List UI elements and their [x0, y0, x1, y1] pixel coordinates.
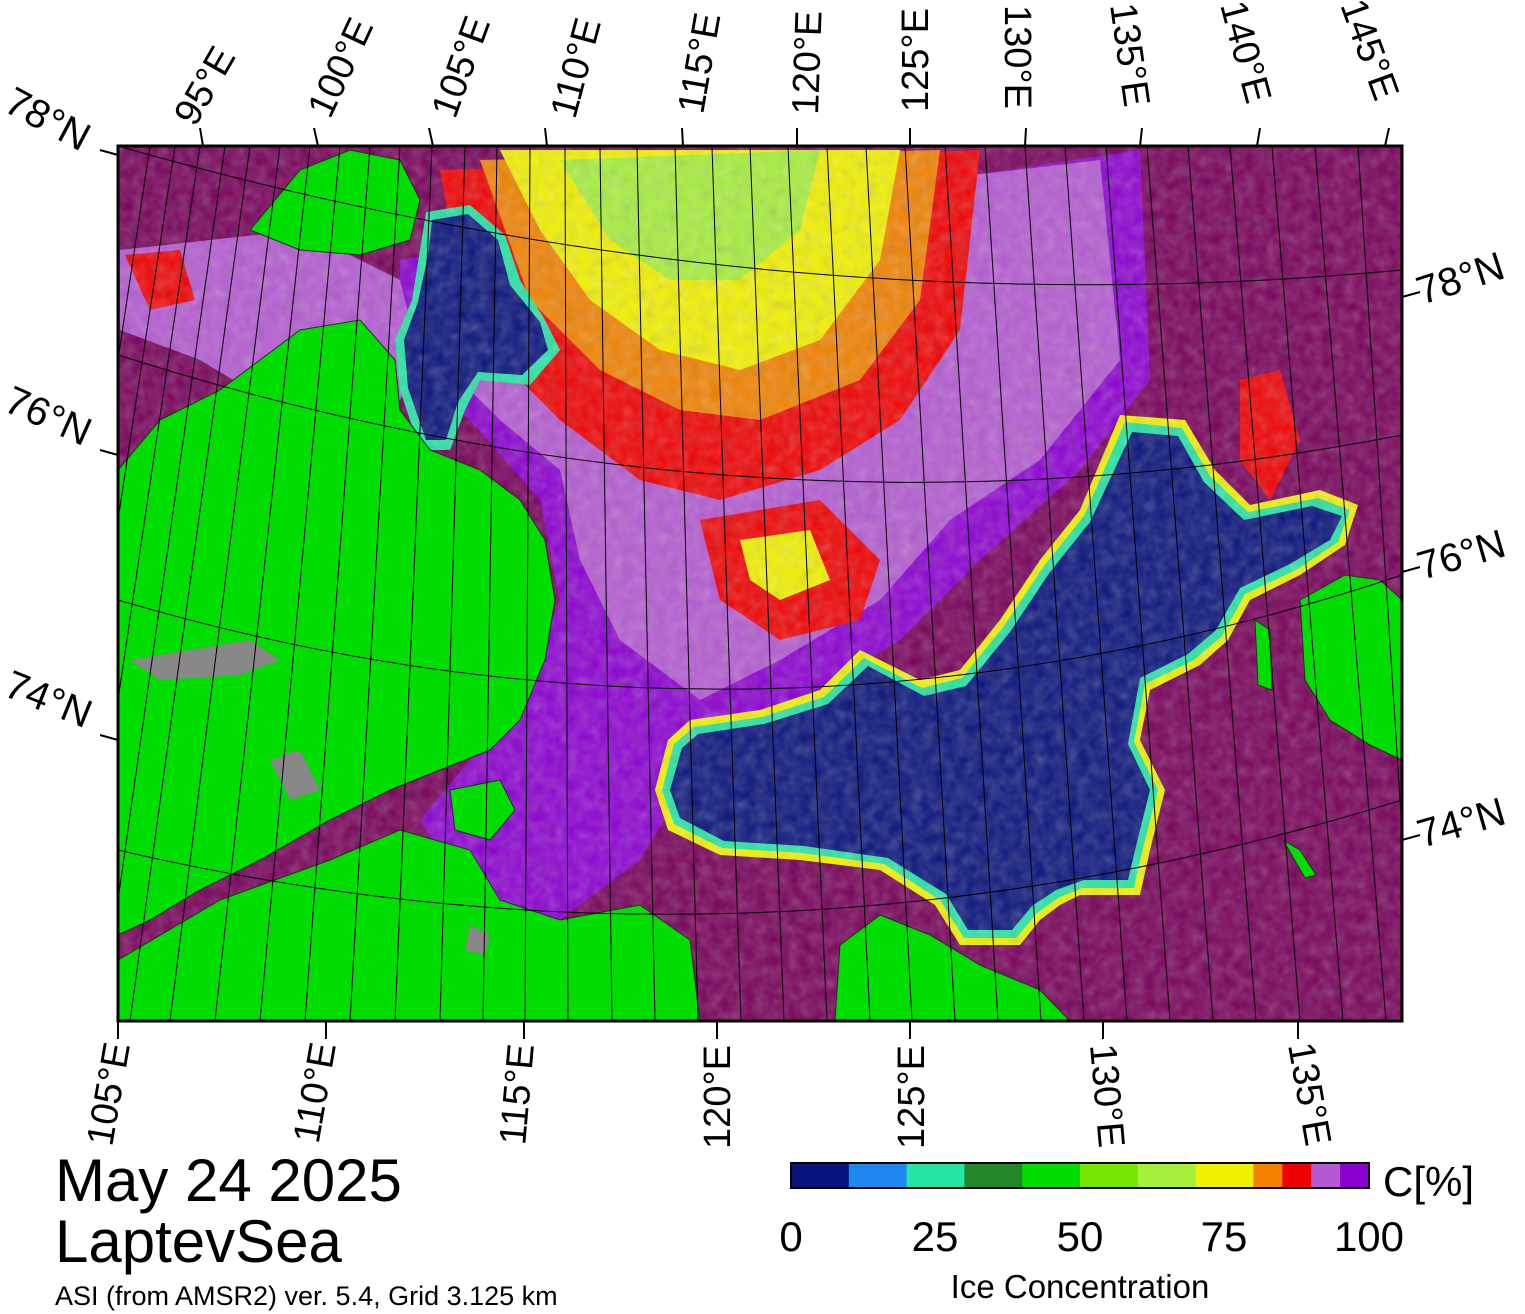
top-lon-label: 145°E	[1332, 0, 1407, 106]
bottom-lon-label: 125°E	[891, 1045, 933, 1149]
land-ice-patch-2	[270, 750, 320, 800]
colorbar-bin	[906, 1163, 965, 1188]
left-lat-label: 74°N	[0, 663, 98, 737]
top-lon-label: 95°E	[166, 40, 244, 133]
land-new-siberian-islands	[1299, 574, 1402, 761]
colorbar-tick-label: 25	[912, 1213, 959, 1260]
colorbar-bin	[1137, 1163, 1197, 1188]
product-info: ASI (from AMSR2) ver. 5.4, Grid 3.125 km	[55, 1281, 558, 1311]
colorbar-tick-label: 0	[779, 1213, 802, 1260]
colorbar-unit: C[%]	[1383, 1158, 1474, 1205]
land-lena-delta	[834, 914, 1071, 1021]
colorbar-bin	[791, 1163, 850, 1188]
colorbar-bin	[1195, 1163, 1254, 1188]
right-lat-label: 76°N	[1412, 522, 1510, 589]
colorbar-title: Ice Concentration	[951, 1268, 1210, 1305]
colorbar-frame	[790, 1162, 1370, 1189]
bottom-lon-label: 120°E	[697, 1045, 739, 1149]
map-date: May 24 2025	[55, 1147, 402, 1214]
colorbar-bin	[1022, 1163, 1081, 1188]
bottom-lon-label: 110°E	[286, 1039, 345, 1146]
colorbar-tick-label: 50	[1057, 1213, 1104, 1260]
land-taymyr	[118, 319, 556, 936]
land-island-small-1	[1254, 619, 1273, 691]
colorbar-bin	[848, 1163, 908, 1188]
top-lon-label: 100°E	[300, 12, 382, 124]
colorbar	[791, 1163, 1370, 1188]
land-island-small-2	[1281, 838, 1317, 879]
top-lon-label: 105°E	[424, 11, 499, 123]
frame-ticks	[99, 127, 1421, 1039]
bottom-lon-label: 105°E	[79, 1039, 138, 1149]
right-lat-label: 78°N	[1411, 244, 1510, 313]
colorbar-bin	[1253, 1163, 1283, 1188]
top-lon-label: 120°E	[785, 10, 831, 115]
top-lon-label: 125°E	[895, 8, 937, 112]
colorbar-bin	[1340, 1163, 1370, 1188]
colorbar-bin	[1282, 1163, 1312, 1188]
left-lat-label: 76°N	[0, 378, 98, 455]
land-island-bolshevik	[449, 779, 516, 841]
top-lon-label: 115°E	[671, 10, 730, 117]
colorbar-bin	[1311, 1163, 1341, 1188]
land-ice-patch-1	[130, 640, 280, 680]
region-name: LaptevSea	[55, 1208, 342, 1275]
right-lat-label: 74°N	[1412, 790, 1510, 857]
top-lon-label: 110°E	[543, 14, 610, 123]
bottom-lon-label: 130°E	[1081, 1042, 1132, 1149]
colorbar-bin	[964, 1163, 1023, 1188]
top-lon-label: 130°E	[996, 5, 1038, 109]
bottom-lon-label: 115°E	[492, 1042, 543, 1146]
colorbar-tick-label: 100	[1334, 1213, 1404, 1260]
map-frame	[116, 144, 1404, 1023]
graticule	[118, 146, 1402, 1021]
top-lon-label: 140°E	[1211, 0, 1278, 108]
left-lat-label: 78°N	[0, 79, 97, 160]
colorbar-tick-label: 75	[1201, 1213, 1248, 1260]
colorbar-bin	[1080, 1163, 1139, 1188]
top-lon-label: 135°E	[1101, 0, 1157, 109]
bottom-lon-label: 135°E	[1279, 1039, 1338, 1149]
